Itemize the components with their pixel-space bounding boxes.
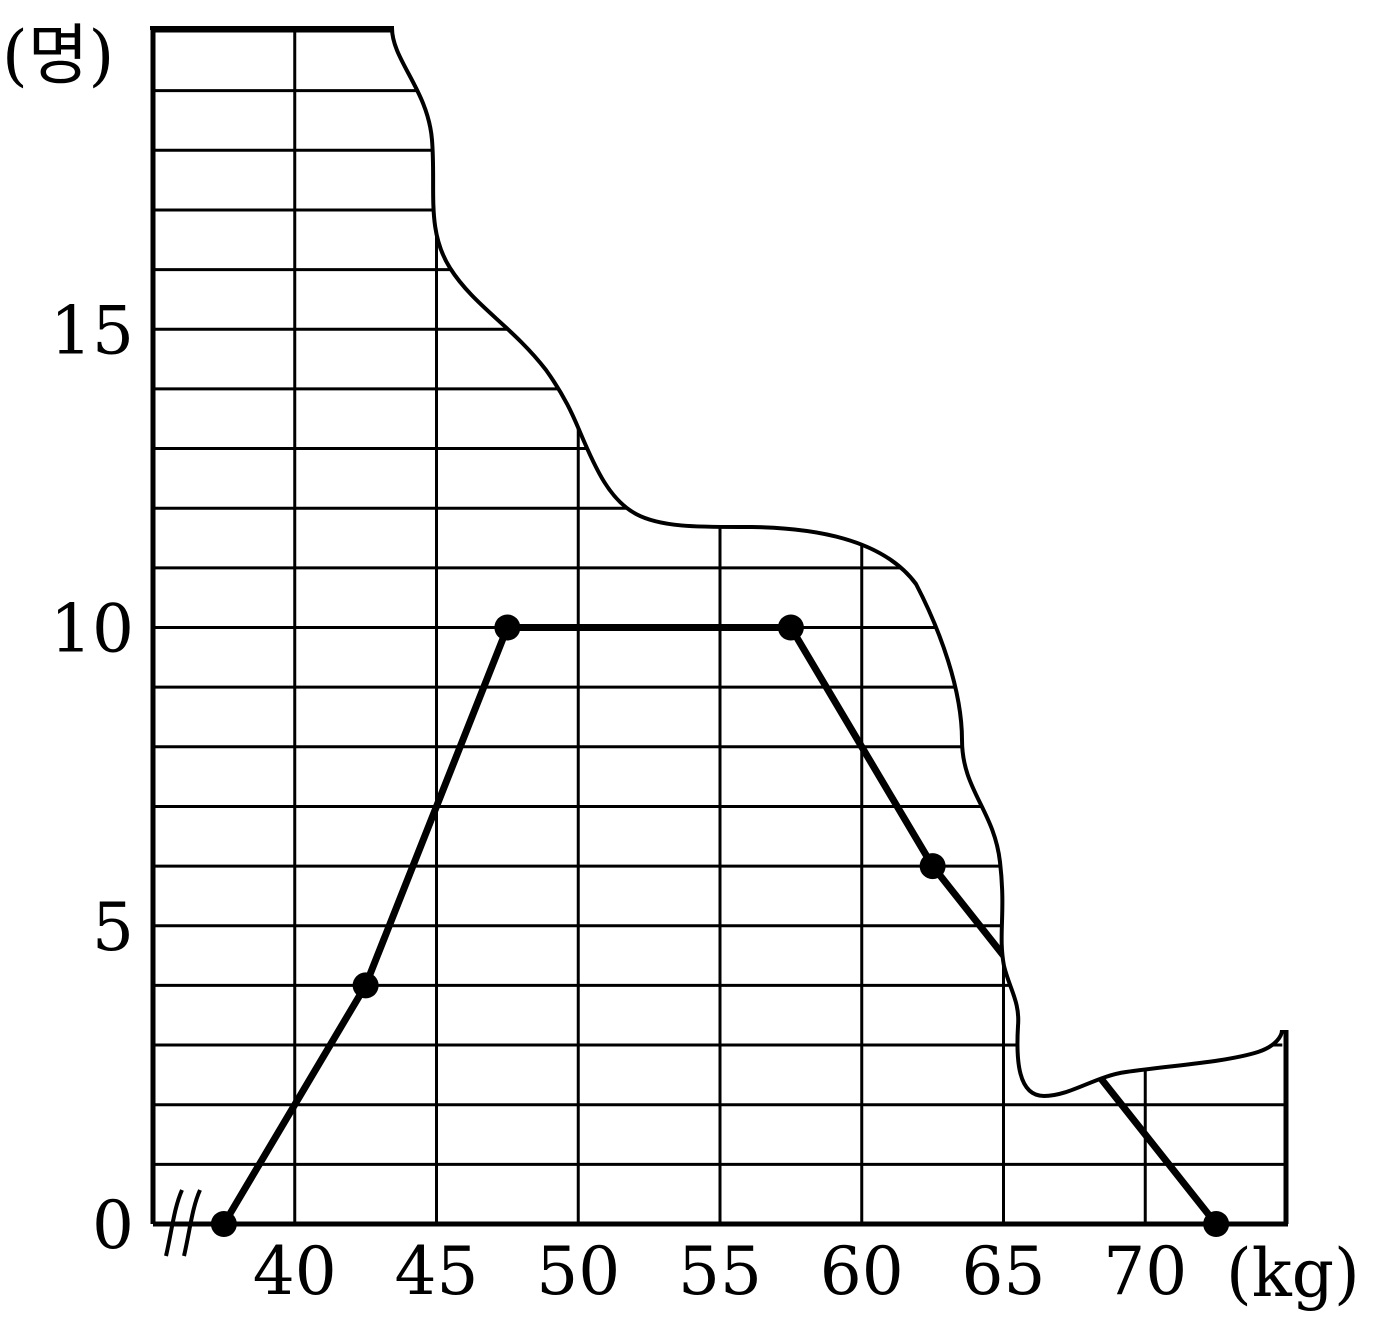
series-line bbox=[220, 624, 1220, 1224]
x-tick-label: 55 bbox=[678, 1233, 762, 1310]
x-tick-label: 70 bbox=[1103, 1233, 1187, 1310]
x-tick-label: 40 bbox=[253, 1233, 337, 1310]
y-tick-label: 0 bbox=[92, 1187, 134, 1264]
series-group bbox=[220, 624, 1220, 1224]
x-axis-break-icon bbox=[164, 1189, 202, 1257]
x-tick-labels: 40 45 50 55 60 65 70 bbox=[253, 1233, 1187, 1310]
points-group bbox=[210, 614, 1230, 1237]
x-tick-label: 45 bbox=[395, 1233, 479, 1310]
torn-paper-edge bbox=[150, 26, 1284, 1099]
data-point bbox=[352, 972, 379, 999]
y-tick-labels: 0 5 10 15 bbox=[50, 292, 134, 1264]
data-point bbox=[919, 853, 946, 880]
x-tick-label: 50 bbox=[536, 1233, 620, 1310]
data-point bbox=[494, 614, 521, 641]
data-point bbox=[1203, 1211, 1230, 1237]
y-axis-unit: (명) bbox=[2, 17, 114, 94]
data-point bbox=[777, 614, 804, 641]
y-tick-label: 15 bbox=[50, 292, 134, 369]
x-tick-label: 65 bbox=[962, 1233, 1046, 1310]
x-axis-unit: (kg) bbox=[1226, 1235, 1360, 1312]
y-tick-label: 10 bbox=[50, 591, 134, 668]
data-point bbox=[210, 1211, 237, 1237]
y-tick-label: 5 bbox=[92, 889, 134, 966]
x-tick-label: 60 bbox=[820, 1233, 904, 1310]
